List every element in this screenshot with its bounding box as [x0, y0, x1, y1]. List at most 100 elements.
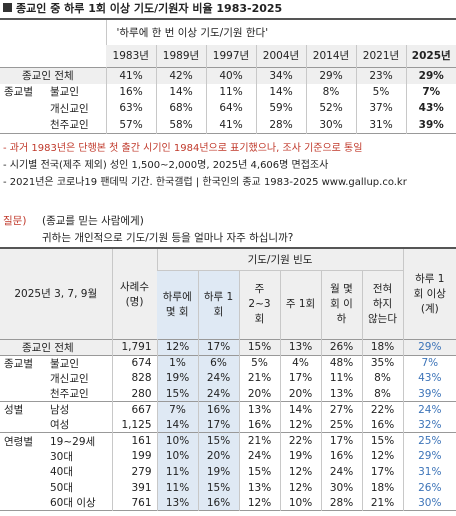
- cell: 16%: [197, 401, 239, 418]
- cell: 42%: [155, 67, 206, 84]
- row-label-text: 40대: [50, 466, 74, 479]
- count: 667: [111, 401, 157, 418]
- row-label-text: 천주교인: [50, 388, 89, 401]
- row-label-text: 개신교인: [50, 372, 89, 385]
- cell: 64%: [205, 100, 256, 117]
- count: 391: [111, 479, 157, 496]
- total: 43%: [402, 370, 456, 387]
- row-label-text: 종교인 전체: [22, 70, 74, 82]
- cell: 16%: [238, 417, 280, 433]
- year: 1983년: [112, 50, 149, 63]
- cell: 14%: [279, 401, 321, 418]
- cell: 15%: [238, 339, 280, 355]
- year: 1989년: [155, 45, 206, 67]
- data-row: 종교인 전체 41% 42% 40% 34% 29% 23% 29%: [0, 67, 456, 84]
- cell: 13%: [238, 479, 280, 496]
- row-label-text: 60대 이상: [50, 497, 96, 510]
- column-header: 하루에 몇 회: [157, 270, 198, 339]
- row-label: 개신교인: [0, 100, 106, 117]
- cell: 41%: [205, 116, 256, 133]
- cell: 37%: [355, 100, 406, 117]
- cell: 20%: [238, 386, 280, 402]
- group-label: 연령별: [4, 435, 33, 448]
- count: 828: [111, 370, 157, 387]
- row-label: 종교인 전체: [0, 339, 112, 355]
- cell: 21%: [361, 495, 404, 511]
- cell: 16%: [105, 83, 156, 100]
- column-header: 하루 1회: [197, 270, 239, 339]
- cell: 18%: [361, 339, 404, 355]
- cell: 4%: [279, 355, 321, 371]
- year: 2025년: [405, 45, 456, 67]
- cell: 43%: [405, 100, 456, 117]
- row-label-text: 50대: [50, 482, 74, 495]
- group-label: 종교별: [4, 357, 33, 370]
- cell: 15%: [238, 464, 280, 480]
- cell: 10%: [156, 432, 198, 449]
- row-label: 30대: [0, 449, 112, 465]
- row-label: 천주교인: [0, 117, 106, 134]
- data-row: 천주교인 280 15% 24% 20% 20% 13% 8% 39%: [0, 386, 456, 402]
- row-label: 성별 남성: [0, 402, 112, 418]
- cell: 11%: [156, 464, 198, 480]
- row-label: 40대: [0, 464, 112, 480]
- cell: 20%: [279, 386, 321, 402]
- row-label: 종교별 불교인: [0, 84, 106, 101]
- row-label-text: 19~29세: [50, 435, 96, 448]
- cell: 5%: [238, 355, 280, 371]
- cell: 11%: [156, 479, 198, 496]
- cell: 59%: [255, 100, 306, 117]
- column-header: 전혀 하지 않는다: [361, 270, 404, 339]
- total: 26%: [402, 479, 456, 496]
- cell: 8%: [361, 370, 404, 387]
- row-label-text: 여성: [50, 419, 70, 432]
- cell: 21%: [238, 432, 280, 449]
- cell: 19%: [197, 464, 239, 480]
- count: 161: [111, 432, 157, 449]
- period: 2025년 3, 7, 9월: [14, 288, 98, 301]
- row-label-text: 불교인: [50, 86, 79, 99]
- cell: 8%: [361, 386, 404, 402]
- cell: 11%: [320, 370, 362, 387]
- data-row: 성별 남성 667 7% 16% 13% 14% 27% 22% 24%: [0, 401, 456, 418]
- note: - 과거 1983년은 단행본 첫 출간 시기인 1984년으로 표기했으나, …: [3, 143, 363, 154]
- n-header: 사례수 (명): [111, 248, 157, 339]
- column-header: 주 2~3회: [238, 270, 280, 339]
- cell: 18%: [361, 479, 404, 496]
- question-target: (종교를 믿는 사람에게): [42, 215, 144, 227]
- cell: 16%: [361, 417, 404, 433]
- cell: 12%: [361, 448, 404, 465]
- cell: 40%: [205, 67, 256, 84]
- cell: 1%: [156, 355, 198, 371]
- group-label: 종교별: [4, 86, 33, 99]
- cell: 35%: [361, 355, 404, 371]
- title: 종교인 중 하루 1회 이상 기도/기원자 비율 1983-2025: [16, 2, 283, 15]
- data-row: 종교별 불교인 16% 14% 11% 14% 8% 5% 7%: [0, 83, 456, 101]
- cell: 6%: [197, 355, 239, 371]
- cell: 58%: [155, 116, 206, 133]
- cell: 15%: [361, 432, 404, 449]
- cell: 13%: [156, 495, 198, 511]
- total: 39%: [402, 386, 456, 402]
- data-row: 60대 이상 761 13% 16% 12% 10% 28% 21% 30%: [0, 495, 456, 511]
- cell: 17%: [197, 417, 239, 433]
- cell: 26%: [320, 339, 362, 355]
- count: 280: [111, 386, 157, 402]
- cell: 22%: [279, 432, 321, 449]
- data-row: 연령별 19~29세 161 10% 15% 21% 22% 17% 15% 25%: [0, 432, 456, 449]
- total: 29%: [402, 448, 456, 465]
- cell: 25%: [320, 417, 362, 433]
- cell: 27%: [320, 401, 362, 418]
- cell: 15%: [197, 479, 239, 496]
- data-row: 종교인 전체 1,791 12% 17% 15% 13% 26% 18% 29%: [0, 339, 456, 355]
- row-label-text: 천주교인: [50, 119, 89, 131]
- total: 31%: [402, 464, 456, 480]
- year: 2014년: [305, 45, 356, 67]
- cell: 24%: [320, 464, 362, 480]
- year: 2021년: [355, 45, 406, 67]
- column-header: 월 몇 회 이하: [320, 270, 362, 339]
- cell: 12%: [279, 464, 321, 480]
- cell: 68%: [155, 100, 206, 117]
- cell: 14%: [156, 417, 198, 433]
